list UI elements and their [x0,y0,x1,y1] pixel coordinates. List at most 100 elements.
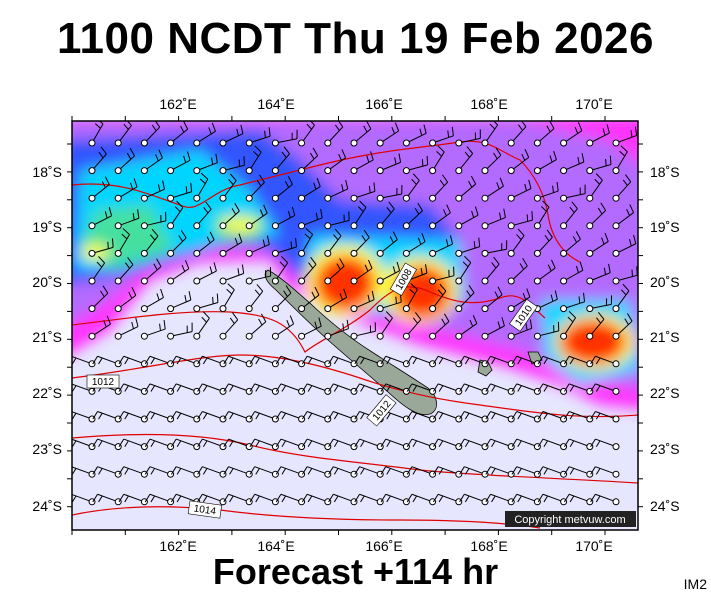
wind-barb [88,238,114,257]
wind-barb [219,173,237,202]
rainfall-shading [72,121,638,409]
wind-barb [88,315,111,340]
wind-barb [271,176,293,202]
wind-barb [563,493,594,506]
lon-label-bottom: 162˚E [159,538,196,554]
forecast-label: Forecast +114 hr [212,551,499,592]
wind-barb [380,466,410,478]
wind-barb [328,438,358,451]
wind-barb [560,184,586,202]
lat-label-left: 23˚S [32,441,62,457]
wind-barb [376,293,402,313]
wind-barb [560,153,585,175]
lat-label-right: 19˚S [650,219,680,235]
wind-barb [324,121,344,147]
wind-barb [298,121,315,147]
wind-barb [455,255,472,285]
wind-barb [275,466,306,478]
wind-barb [612,313,633,340]
lat-label-right: 18˚S [650,164,680,180]
wind-barb [376,201,395,230]
wind-barb [328,466,358,478]
wind-barb [481,240,508,257]
wind-barb [612,266,638,285]
wind-barb [380,355,410,368]
wind-barb [511,466,541,478]
wind-barb [455,315,478,340]
wind-barb [485,355,515,368]
isobar-label: 1014 [187,500,223,519]
wind-barb [402,124,427,147]
lon-label-top: 170˚E [575,96,612,112]
wind-barb [560,231,581,257]
wind-barb [432,355,463,368]
wind-barb [586,202,607,230]
wind-barb [114,287,137,313]
wind-barb [586,155,612,175]
lat-label-right: 24˚S [650,498,680,514]
wind-barb [376,122,400,147]
wind-barb [402,312,422,340]
wind-barb [301,493,332,506]
wind-barb [586,173,603,202]
wind-barb [402,155,429,175]
wind-barb [402,173,420,202]
wind-barb [140,180,165,202]
wind-barb [324,149,347,175]
wind-barb [481,286,503,313]
wind-barb [402,202,423,230]
wind-barb [533,321,560,340]
wind-barb [275,438,306,451]
wind-barb [219,156,245,175]
wind-barb [507,211,533,230]
wind-barb [140,320,166,340]
wind-barb [92,466,122,478]
wind-barb [563,466,594,478]
wind-barb [376,184,403,202]
wind-barb [245,267,272,285]
wind-barb [590,493,620,506]
wind-barb [167,200,184,230]
wind-barb [507,149,530,175]
wind-barb [590,383,620,395]
wind-barb [88,256,106,285]
wind-barb [298,286,320,313]
wind-barb [350,200,367,230]
lon-label-top: 166˚E [365,96,402,112]
svg-text:1014: 1014 [193,503,217,517]
copyright-box [505,511,636,527]
wind-barb [114,209,140,230]
wind-barb [481,177,504,202]
wind-barb [271,129,298,147]
wind-barb [481,147,502,175]
wind-barb [193,122,216,147]
wind-barb [140,258,162,285]
wind-barb [193,293,219,313]
wind-barb [301,411,332,423]
wind-barb [459,383,489,395]
wind-barb [114,257,134,285]
wind-barb [590,355,620,368]
wind-barb [245,235,270,257]
wind-barb [481,208,506,230]
wind-barb [455,285,475,313]
wind-barb [298,256,317,285]
lat-label-right: 20˚S [650,274,680,290]
wind-barb [455,237,481,257]
new-caledonia-landmass [264,269,437,416]
wind-barb [118,493,148,506]
wind-barb [144,466,175,478]
wind-barb [380,383,410,395]
wind-barb [507,228,525,257]
wind-barb [167,151,191,175]
lat-label-right: 22˚S [650,385,680,401]
wind-barb [429,283,447,313]
lon-label-bottom: 166˚E [365,538,402,554]
wind-barb [140,121,161,147]
wind-barb [324,211,350,230]
wind-barb [193,311,210,340]
wind-barb [429,174,449,202]
lat-label-left: 21˚S [32,329,62,345]
wind-barb [560,292,586,313]
wind-barb [429,313,450,340]
